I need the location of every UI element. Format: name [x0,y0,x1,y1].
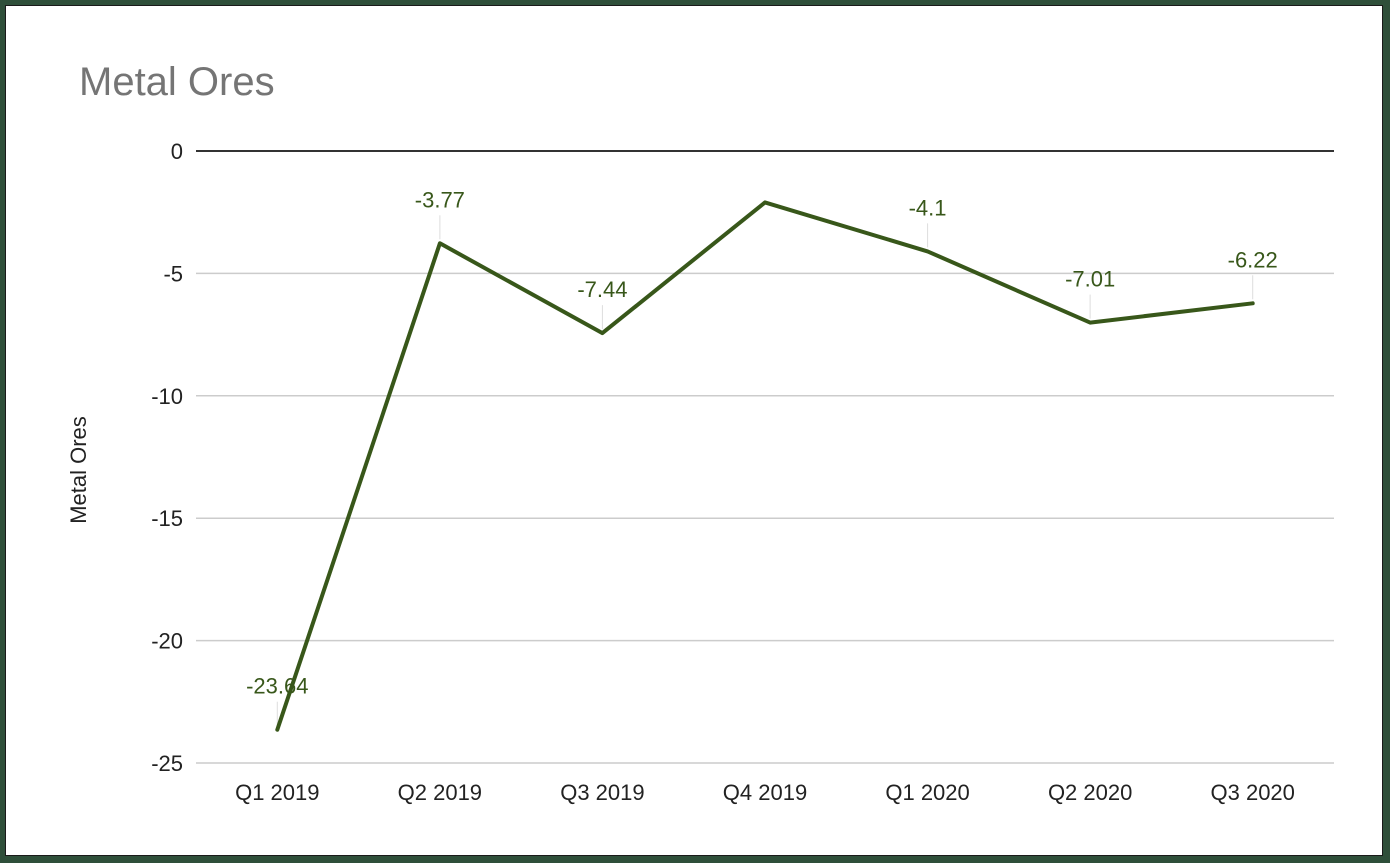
x-tick-label: Q3 2019 [560,780,644,805]
data-label: -23.64 [246,674,308,699]
data-labels: -23.64 -3.77 -7.44 -4.1 -7.01 -6.22 [246,187,1278,698]
y-tick-label: -20 [151,629,183,654]
y-tick-label: -15 [151,506,183,531]
data-label: -4.1 [909,195,947,220]
data-label-leaders [276,215,1254,726]
y-axis-ticks: 0 -5 -10 -15 -20 -25 [151,139,183,776]
x-axis-ticks: Q1 2019 Q2 2019 Q3 2019 Q4 2019 Q1 2020 Q2 20… [235,780,1295,805]
y-tick-label: -5 [163,261,183,286]
y-axis-label: Metal Ores [66,416,91,524]
data-label: -3.77 [415,187,465,212]
x-tick-label: Q4 2019 [723,780,807,805]
data-label: -7.01 [1065,267,1115,292]
x-tick-label: Q3 2020 [1211,780,1295,805]
chart-title: Metal Ores [79,60,275,104]
x-tick-label: Q1 2020 [885,780,969,805]
data-label: -6.22 [1228,247,1278,272]
x-tick-label: Q2 2019 [398,780,482,805]
y-tick-label: -25 [151,751,183,776]
chart-frame: Metal Ores [5,5,1383,856]
y-tick-label: 0 [171,139,183,164]
x-tick-label: Q2 2020 [1048,780,1132,805]
x-tick-label: Q1 2019 [235,780,319,805]
data-label: -7.44 [577,277,627,302]
series-line [275,200,1255,732]
gridlines [196,150,1334,764]
y-tick-label: -10 [151,384,183,409]
